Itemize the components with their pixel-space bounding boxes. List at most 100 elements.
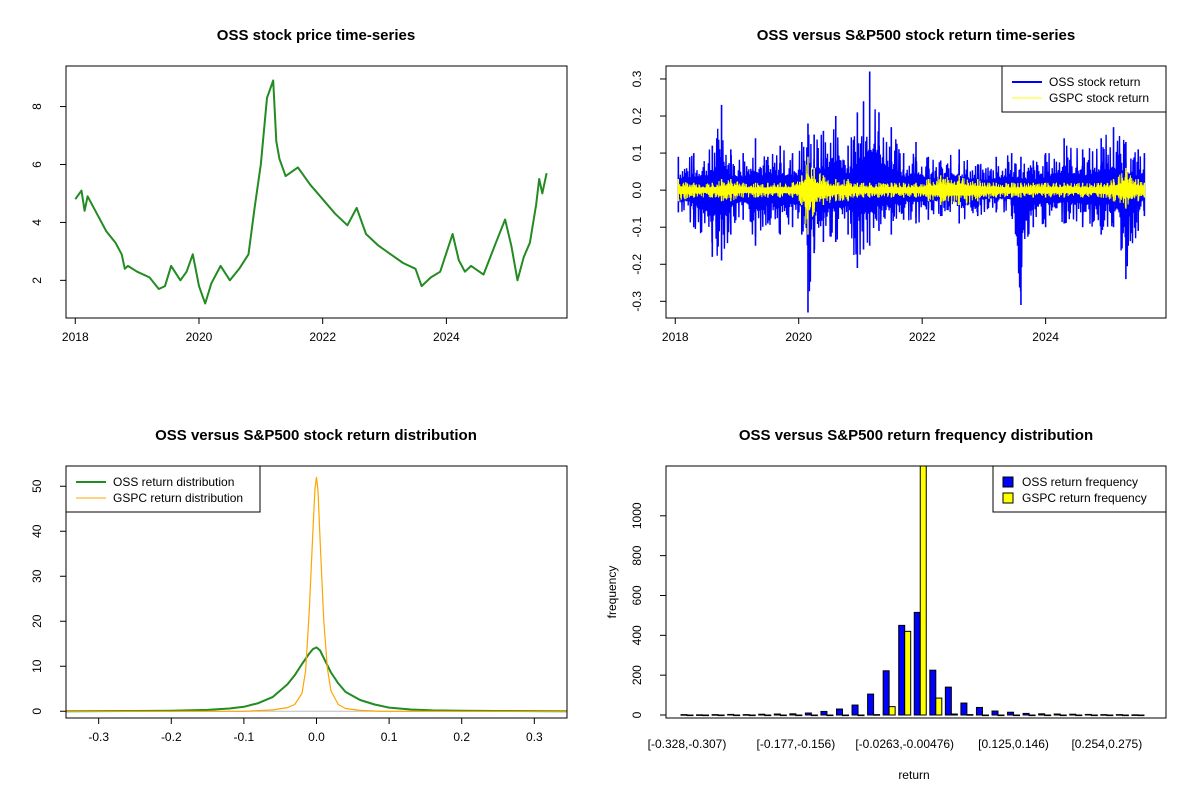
oss-frequency-bar	[789, 713, 797, 716]
y-tick-label: 20	[30, 614, 44, 628]
oss-frequency-bar	[680, 714, 688, 716]
oss-frequency-bar	[882, 670, 890, 716]
x-tick-label: 0.0	[308, 730, 325, 744]
x-axis-label: return	[898, 768, 929, 782]
legend-box	[65, 465, 261, 513]
oss-frequency-bar	[1100, 714, 1108, 716]
gspc-frequency-bar	[717, 714, 725, 717]
y-tick-label: 4	[30, 219, 44, 226]
y-tick-label: 6	[30, 161, 44, 168]
gspc-frequency-bar	[1106, 714, 1114, 717]
gspc-frequency-bar	[810, 714, 818, 717]
oss-frequency-bar	[696, 714, 704, 716]
oss-frequency-bar	[711, 714, 719, 716]
oss-frequency-bar	[758, 713, 766, 716]
legend-swatch-gspc	[1002, 492, 1014, 504]
oss-frequency-bar	[773, 713, 781, 716]
gspc-frequency-bar	[748, 714, 756, 717]
legend-label-oss: OSS stock return	[1049, 75, 1140, 89]
legend-box	[992, 465, 1167, 513]
oss-frequency-bar	[991, 710, 999, 716]
y-tick-label: 8	[30, 103, 44, 110]
gspc-frequency-bar	[981, 714, 989, 717]
gspc-frequency-bar	[1137, 714, 1145, 717]
y-tick-label: 1000	[630, 502, 644, 529]
oss-frequency-bar	[1084, 713, 1092, 716]
x-tick-label: [-0.0263,-0.00476)	[855, 737, 954, 751]
x-tick-label: 2024	[433, 330, 460, 344]
legend-label-oss: OSS return distribution	[113, 475, 234, 489]
y-tick-label: -0.3	[630, 291, 644, 312]
legend: OSS return frequency GSPC return frequen…	[992, 465, 1167, 513]
legend: OSS stock return GSPC stock return	[1001, 65, 1167, 113]
gspc-frequency-bar	[1121, 714, 1129, 717]
gspc-frequency-bar	[919, 466, 927, 716]
oss-frequency-bar	[898, 624, 906, 716]
y-tick-label: 400	[630, 625, 644, 645]
gspc-frequency-bar	[686, 714, 694, 717]
x-tick-label: 0.3	[526, 730, 543, 744]
gspc-frequency-bar	[826, 714, 834, 717]
x-tick-label: 0.1	[381, 730, 398, 744]
series-line-gspc-density	[66, 476, 567, 712]
gspc-frequency-bar	[888, 706, 896, 716]
y-tick-label: 0	[30, 708, 44, 715]
oss-frequency-bar	[851, 704, 859, 716]
x-tick-label: [-0.177,-0.156)	[756, 737, 835, 751]
panel-return-distribution: OSS versus S&P500 stock return distribut…	[30, 427, 568, 744]
legend-swatch-oss	[1002, 476, 1014, 488]
gspc-frequency-bar	[1013, 714, 1021, 717]
x-tick-label: 2024	[1032, 330, 1059, 344]
oss-frequency-bar	[1131, 714, 1139, 716]
gspc-frequency-bar	[764, 714, 772, 717]
oss-frequency-bar	[820, 710, 828, 716]
oss-frequency-bar	[1069, 713, 1077, 716]
x-tick-label: -0.2	[161, 730, 182, 744]
y-tick-label: 10	[30, 659, 44, 673]
panel-return-frequency: OSS versus S&P500 return frequency distr…	[605, 427, 1167, 782]
y-tick-label: 600	[630, 585, 644, 605]
y-tick-label: 0.0	[630, 181, 644, 198]
gspc-frequency-bar	[1059, 714, 1067, 717]
x-tick-label: 0.2	[453, 730, 470, 744]
oss-frequency-bar	[1053, 713, 1061, 716]
series-line-oss-price	[74, 79, 548, 305]
x-tick-label: [-0.328,-0.307)	[648, 737, 727, 751]
gspc-frequency-bar	[1090, 714, 1098, 717]
legend-box	[1001, 65, 1167, 113]
y-tick-label: -0.2	[630, 254, 644, 275]
y-tick-label: 800	[630, 545, 644, 565]
chart-title: OSS stock price time-series	[217, 27, 415, 44]
gspc-frequency-bar	[779, 714, 787, 717]
gspc-frequency-bar	[873, 714, 881, 716]
y-tick-label: 30	[30, 569, 44, 583]
y-tick-label: 0.3	[630, 70, 644, 87]
gspc-frequency-bar	[1028, 714, 1036, 717]
x-tick-label: 2018	[62, 330, 89, 344]
x-tick-label: [0.254,0.275)	[1071, 737, 1142, 751]
chart-title: OSS versus S&P500 return frequency distr…	[739, 427, 1093, 444]
oss-frequency-bar	[960, 702, 968, 716]
oss-frequency-bar	[804, 712, 812, 716]
legend-label-gspc: GSPC stock return	[1049, 91, 1149, 105]
x-tick-label: -0.3	[88, 730, 109, 744]
oss-frequency-bar	[742, 714, 750, 716]
y-tick-label: -0.1	[630, 217, 644, 238]
gspc-frequency-bar	[1075, 714, 1083, 717]
oss-frequency-bar	[913, 611, 921, 716]
y-tick-label: 0.2	[630, 107, 644, 124]
oss-frequency-bar	[1115, 714, 1123, 716]
gspc-frequency-bar	[857, 714, 865, 717]
oss-frequency-bar	[867, 693, 875, 716]
legend-label-gspc: GSPC return frequency	[1022, 491, 1147, 505]
y-tick-label: 2	[30, 277, 44, 284]
oss-frequency-bar	[975, 706, 983, 716]
x-tick-label: [0.125,0.146)	[978, 737, 1049, 751]
panel-price-timeseries: OSS stock price time-series 2018 2020 2022…	[30, 27, 568, 344]
legend-label-oss: OSS return frequency	[1022, 475, 1138, 489]
x-tick-label: 2022	[909, 330, 936, 344]
gspc-frequency-bar	[842, 714, 849, 717]
x-tick-label: -0.1	[234, 730, 255, 744]
gspc-frequency-bar	[904, 630, 912, 716]
